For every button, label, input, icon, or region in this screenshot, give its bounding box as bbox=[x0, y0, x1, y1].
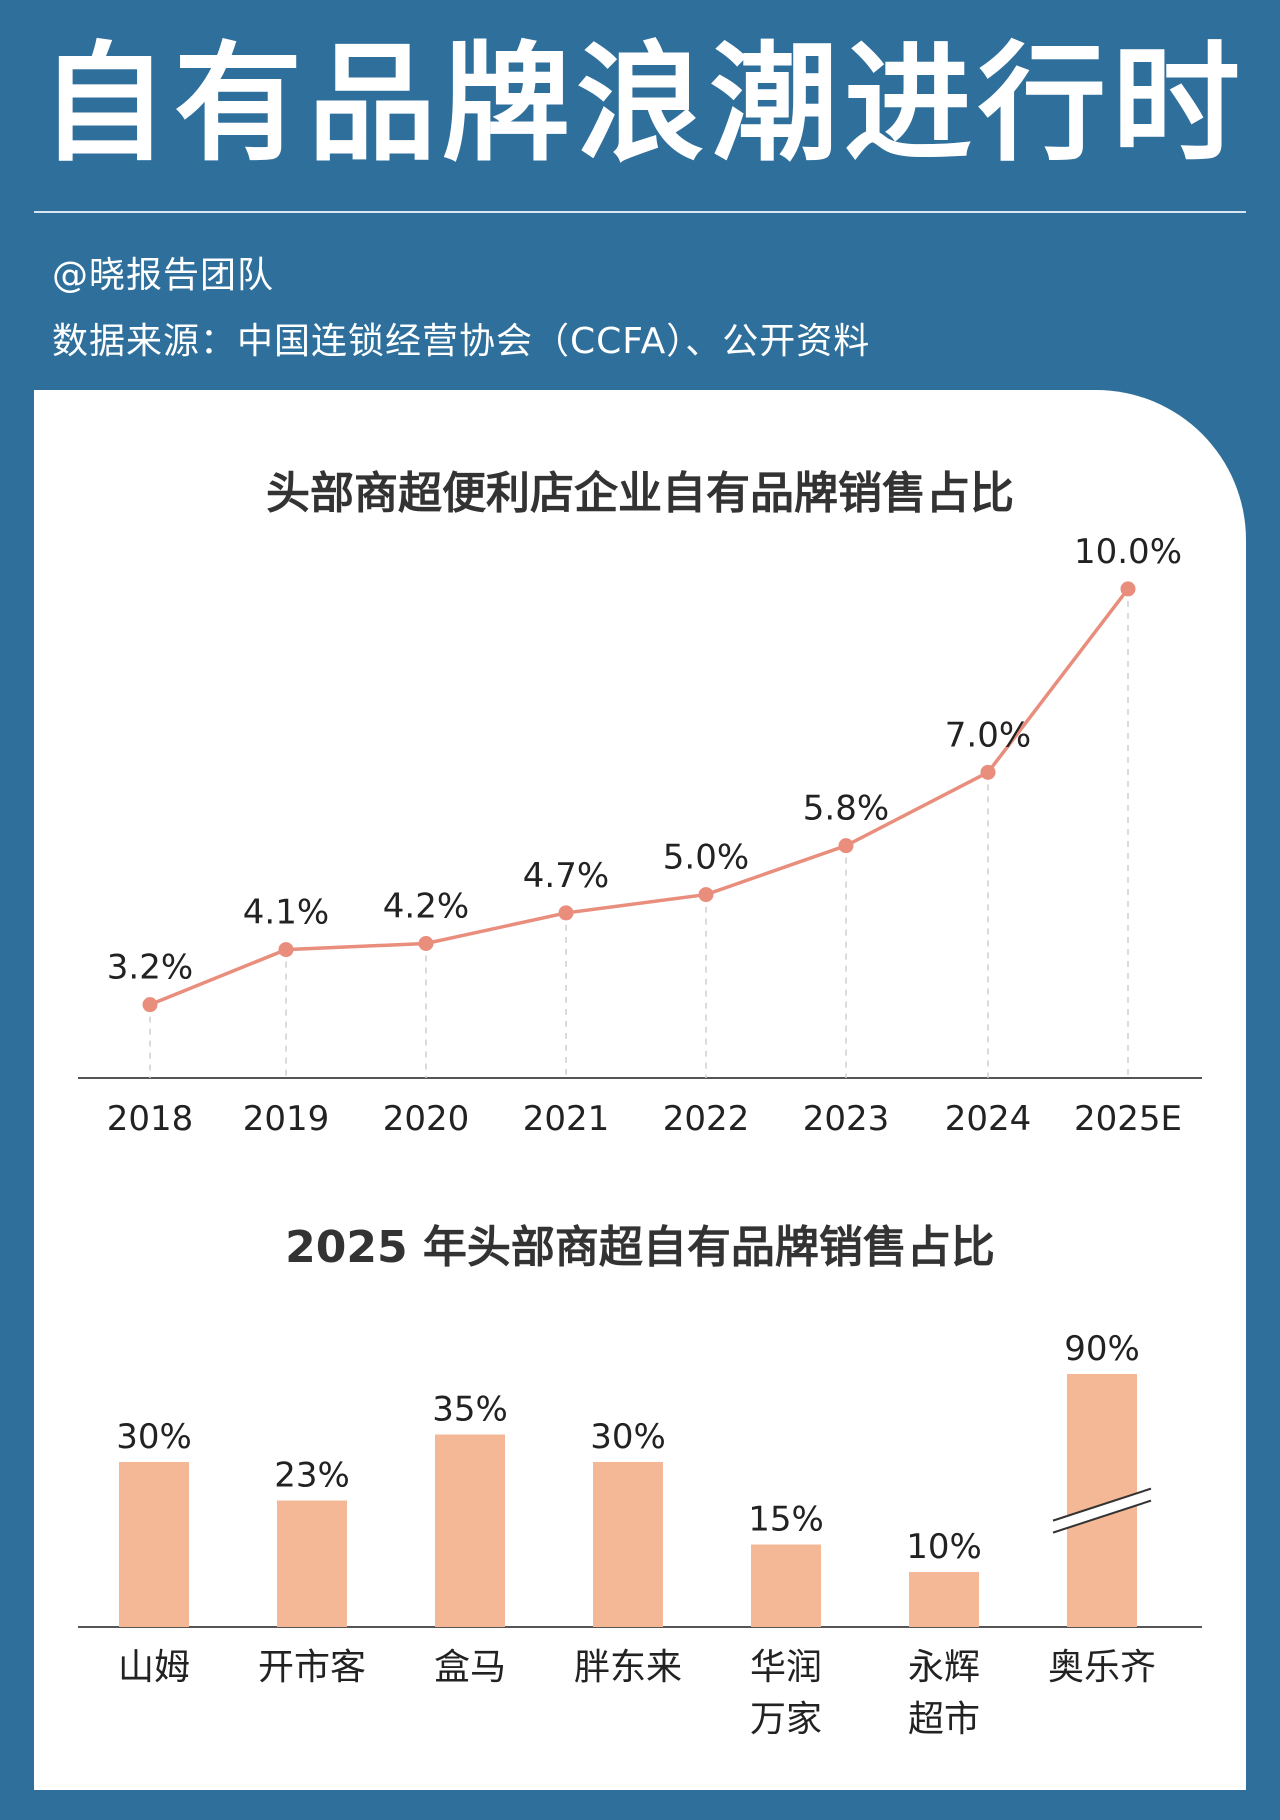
bar-value-label: 90% bbox=[1064, 1329, 1140, 1369]
bar-value-label: 10% bbox=[906, 1527, 982, 1567]
x-tick-label: 2025E bbox=[1074, 1099, 1182, 1139]
header-divider bbox=[34, 211, 1246, 213]
data-point bbox=[838, 838, 854, 854]
data-label: 10.0% bbox=[1074, 532, 1182, 572]
x-tick-label: 2023 bbox=[803, 1099, 890, 1139]
bar bbox=[593, 1462, 663, 1627]
category-label: 奥乐齐 bbox=[1048, 1647, 1156, 1688]
data-point bbox=[278, 942, 294, 958]
bar bbox=[277, 1500, 347, 1627]
category-label: 山姆 bbox=[118, 1647, 190, 1688]
category-label: 胖东来 bbox=[574, 1647, 682, 1688]
bar bbox=[119, 1462, 189, 1627]
charts-svg: 头部商超便利店企业自有品牌销售占比 3.2% 2018 4.1% 2019 4.2% 20… bbox=[78, 468, 1202, 1740]
data-label: 5.8% bbox=[803, 789, 889, 829]
category-label: 永辉超市 bbox=[908, 1647, 980, 1740]
series-line bbox=[149, 587, 1130, 1007]
data-label: 7.0% bbox=[945, 715, 1031, 755]
x-tick-label: 2024 bbox=[945, 1099, 1032, 1139]
data-source: 数据来源：中国连锁经营协会（CCFA）、公开资料 bbox=[52, 321, 871, 362]
category-label: 华润万家 bbox=[750, 1647, 822, 1740]
data-label: 5.0% bbox=[663, 838, 749, 878]
chart-card: 头部商超便利店企业自有品牌销售占比 3.2% 2018 4.1% 2019 4.2% 20… bbox=[34, 390, 1246, 1790]
data-point bbox=[142, 997, 158, 1013]
data-label: 4.2% bbox=[383, 887, 469, 927]
bar bbox=[909, 1572, 979, 1627]
bar bbox=[435, 1434, 505, 1627]
page-title: 自有品牌浪潮进行时 bbox=[40, 30, 1247, 179]
data-label: 4.1% bbox=[243, 893, 329, 933]
bar bbox=[751, 1544, 821, 1627]
bar-value-label: 30% bbox=[116, 1417, 192, 1457]
author-credit: @晓报告团队 bbox=[52, 255, 275, 296]
bar-chart: 30% 山姆 23% 开市客 35% 盒马 30% 胖东来 15% 华润万家 10% 永辉超市 90% 奥… bbox=[78, 1329, 1202, 1740]
bar-value-label: 30% bbox=[590, 1417, 666, 1457]
bar-chart-title: 2025 年头部商超自有品牌销售占比 bbox=[285, 1222, 995, 1273]
category-label: 盒马 bbox=[434, 1647, 506, 1688]
bar-value-label: 35% bbox=[432, 1390, 508, 1430]
data-label: 4.7% bbox=[523, 856, 609, 896]
x-tick-label: 2018 bbox=[107, 1099, 194, 1139]
data-point bbox=[418, 936, 434, 951]
bar-value-label: 23% bbox=[274, 1456, 350, 1496]
data-point bbox=[558, 905, 574, 921]
data-label: 3.2% bbox=[107, 948, 193, 988]
x-tick-label: 2021 bbox=[523, 1099, 610, 1139]
axis-break-mark bbox=[1052, 1487, 1152, 1534]
x-tick-label: 2022 bbox=[663, 1099, 750, 1139]
category-label: 开市客 bbox=[258, 1647, 366, 1688]
x-tick-label: 2020 bbox=[383, 1099, 470, 1139]
bar-value-label: 15% bbox=[748, 1500, 824, 1540]
data-point bbox=[1120, 581, 1136, 597]
data-point bbox=[698, 887, 714, 903]
data-point bbox=[980, 764, 996, 780]
line-chart: 3.2% 2018 4.1% 2019 4.2% 2020 4.7% 2021 5.0% 2022… bbox=[78, 532, 1202, 1139]
x-tick-label: 2019 bbox=[243, 1099, 330, 1139]
line-chart-title: 头部商超便利店企业自有品牌销售占比 bbox=[266, 468, 1014, 519]
